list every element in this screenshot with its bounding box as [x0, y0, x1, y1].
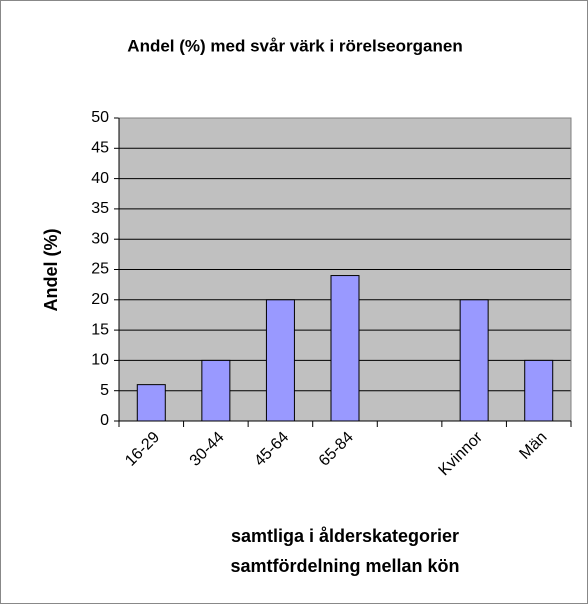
y-tick-label: 45: [91, 140, 109, 157]
bar: [265, 299, 295, 422]
x-axis-title: samtfördelning mellan kön: [230, 556, 459, 576]
y-tick-label: 15: [91, 321, 109, 338]
y-tick-label: 30: [91, 230, 109, 247]
y-tick-label: 50: [91, 109, 109, 126]
bar: [330, 275, 360, 422]
y-tick-label: 20: [91, 291, 109, 308]
y-tick-label: 25: [91, 261, 109, 278]
y-tick-label: 40: [91, 170, 109, 187]
bar: [459, 299, 489, 422]
bar: [524, 359, 554, 422]
chart-title: Andel (%) med svår värk i rörelseorganen: [127, 36, 462, 55]
bar: [201, 359, 231, 422]
y-tick-label: 5: [100, 382, 109, 399]
y-tick-label: 10: [91, 352, 109, 369]
y-tick-label: 0: [100, 412, 109, 429]
y-axis-title: Andel (%): [41, 228, 61, 311]
y-tick-label: 35: [91, 200, 109, 217]
x-axis-title: samtliga i ålderskategorier: [231, 526, 459, 546]
bar: [136, 384, 166, 422]
